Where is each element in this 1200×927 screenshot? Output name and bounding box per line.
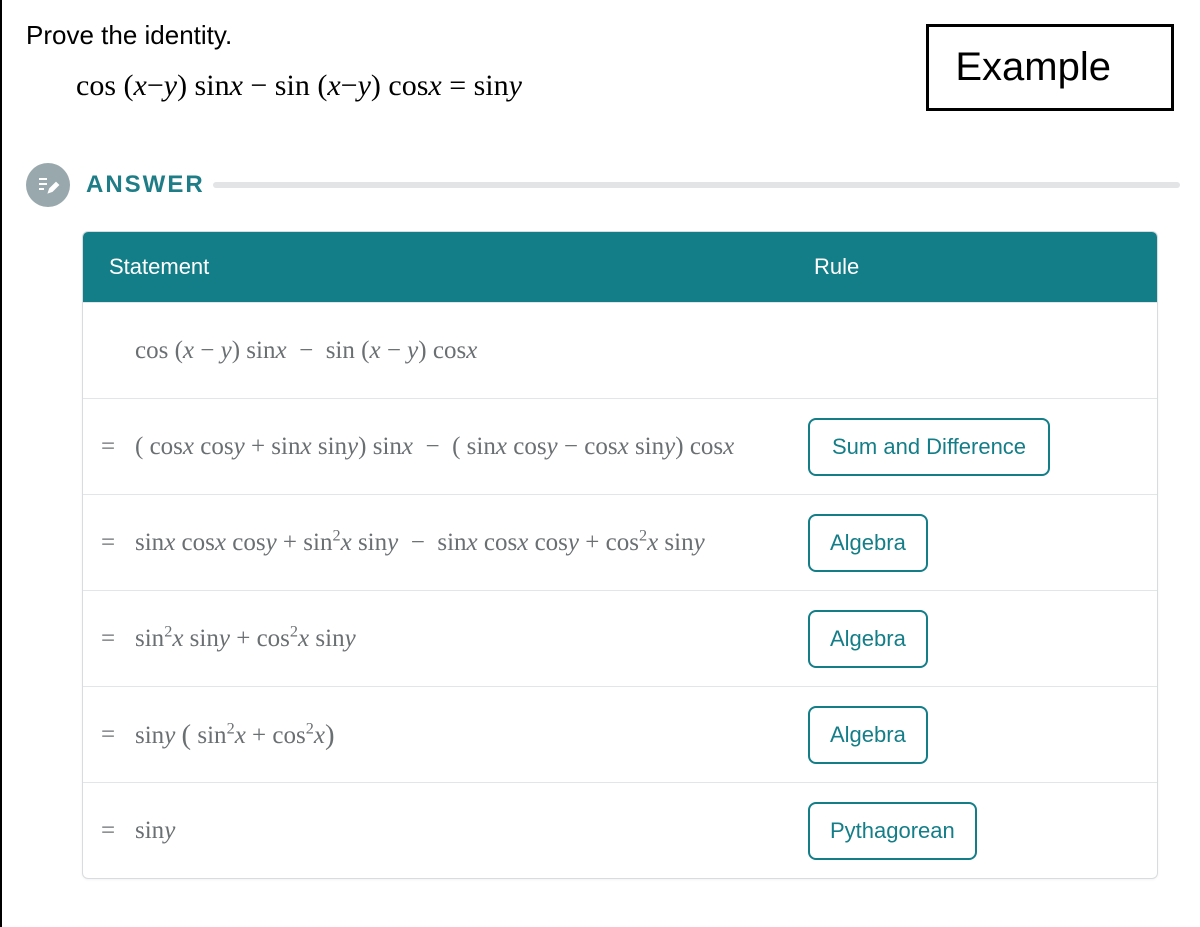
prompt-block: Prove the identity. cos (x−y) sinx − sin… [26,20,926,133]
rule-cell: Algebra [788,495,1157,590]
statement-cell: cos (x − y) sinx − sin (x − y) cosx [83,303,788,398]
statement-cell: = ( cosx cosy + sinx siny) sinx − ( sinx… [83,399,788,494]
rule-chip[interactable]: Algebra [808,514,928,572]
example-box: Example [926,24,1174,111]
equals-sign: = [101,433,123,461]
header-rule: Rule [788,232,1157,302]
equals-sign: = [101,529,123,557]
rule-chip[interactable]: Pythagorean [808,802,977,860]
equals-sign: = [101,721,123,749]
rule-cell: Pythagorean [788,783,1157,878]
statement-math: siny ( sin2x + cos2x) [135,718,335,751]
table-row: = siny Pythagorean [83,782,1157,878]
prompt-title: Prove the identity. [26,20,926,51]
answer-icon [26,163,70,207]
statement-cell: = sin2x siny + cos2x siny [83,591,788,686]
proof-table: Statement Rule cos (x − y) sinx − sin (x… [82,231,1158,879]
page: Prove the identity. cos (x−y) sinx − sin… [0,0,1200,927]
statement-math: cos (x − y) sinx − sin (x − y) cosx [135,337,477,365]
rule-chip[interactable]: Algebra [808,610,928,668]
statement-cell: = sinx cosx cosy + sin2x siny − sinx cos… [83,495,788,590]
rule-chip[interactable]: Sum and Difference [808,418,1050,476]
rule-cell: Algebra [788,591,1157,686]
statement-math: sinx cosx cosy + sin2x siny − sinx cosx … [135,529,705,557]
table-row: = siny ( sin2x + cos2x) Algebra [83,686,1157,782]
top-row: Prove the identity. cos (x−y) sinx − sin… [26,20,1180,133]
rule-chip[interactable]: Algebra [808,706,928,764]
statement-math: siny [135,817,175,845]
header-statement: Statement [83,232,788,302]
list-pencil-icon [36,173,60,197]
statement-math: ( cosx cosy + sinx siny) sinx − ( sinx c… [135,433,734,461]
equals-sign: = [101,625,123,653]
answer-label: ANSWER [86,171,205,199]
table-row: = ( cosx cosy + sinx siny) sinx − ( sinx… [83,398,1157,494]
answer-row: ANSWER [26,163,1180,207]
statement-math: sin2x siny + cos2x siny [135,625,356,653]
proof-table-header: Statement Rule [83,232,1157,302]
rule-cell: Sum and Difference [788,399,1157,494]
rule-cell: Algebra [788,687,1157,782]
statement-cell: = siny ( sin2x + cos2x) [83,687,788,782]
answer-underline [213,182,1180,188]
rule-cell [788,303,1157,398]
table-row: = sinx cosx cosy + sin2x siny − sinx cos… [83,494,1157,590]
equals-sign: = [101,817,123,845]
table-row: cos (x − y) sinx − sin (x − y) cosx [83,302,1157,398]
statement-cell: = siny [83,783,788,878]
identity-equation: cos (x−y) sinx − sin (x−y) cosx = siny [76,69,926,103]
table-row: = sin2x siny + cos2x siny Algebra [83,590,1157,686]
